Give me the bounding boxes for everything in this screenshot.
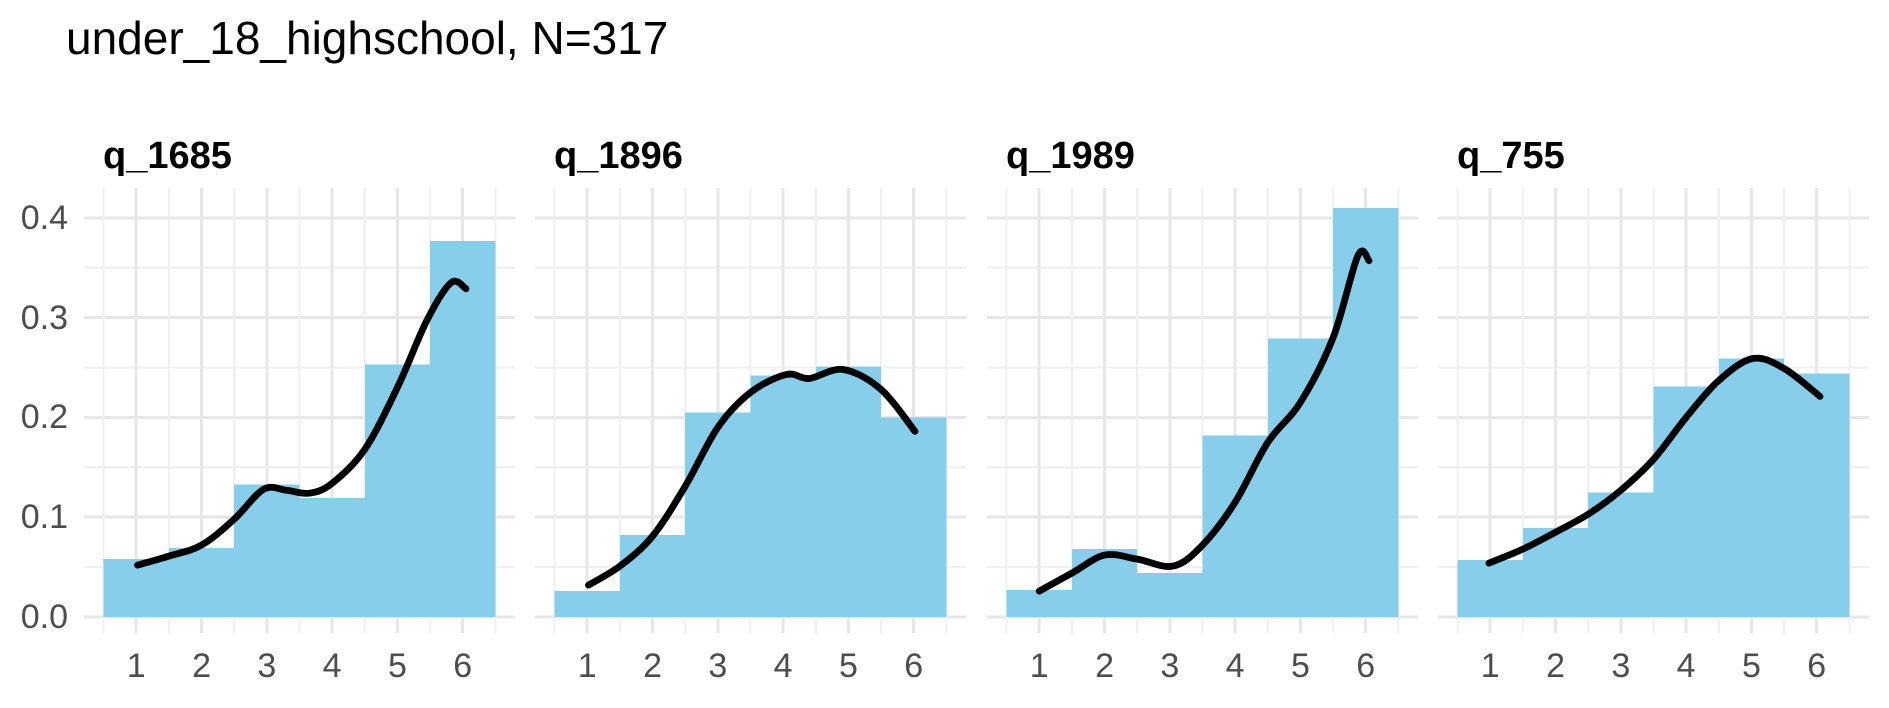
histogram-bar-2 <box>619 535 686 617</box>
x-tick-label: 6 <box>1356 647 1376 685</box>
facet-title: q_1896 <box>554 135 683 177</box>
facet-panel-q_1896: q_1896 1 2 3 4 5 6 <box>535 135 966 685</box>
facet-title: q_1685 <box>103 135 232 177</box>
x-tick-label: 4 <box>773 647 793 685</box>
histogram-bar-1 <box>554 591 620 617</box>
density-curve <box>585 365 919 589</box>
x-tick-label: 2 <box>1095 647 1114 685</box>
density-curve <box>134 277 470 569</box>
facet-plot-area <box>535 188 966 633</box>
y-axis-labels: 0.0 0.1 0.2 0.3 0.4 <box>0 0 80 708</box>
histogram-bar-5 <box>815 366 882 617</box>
x-tick-label: 2 <box>192 647 211 685</box>
histogram-bar-2 <box>1071 549 1138 617</box>
histogram-bar-5 <box>1718 358 1785 617</box>
x-tick-label: 6 <box>1807 647 1827 685</box>
histogram-bar-2 <box>168 548 235 617</box>
histogram-bar-1 <box>1457 560 1523 617</box>
x-tick-label: 5 <box>1290 647 1310 685</box>
x-tick-label: 1 <box>1480 647 1500 685</box>
x-tick-label: 4 <box>1676 647 1696 685</box>
facet-panel-q_755: q_755 1 2 3 4 5 6 <box>1438 135 1869 685</box>
x-tick-label: 4 <box>1225 647 1245 685</box>
x-tick-label: 5 <box>1741 647 1761 685</box>
histogram-bar-6 <box>430 240 496 617</box>
y-tick-label: 0.2 <box>20 398 68 437</box>
plot-svg-q_1896 <box>535 188 966 633</box>
x-tick-label: 1 <box>126 647 146 685</box>
histogram-bar-3 <box>685 412 751 617</box>
histogram-bar-6 <box>881 417 947 617</box>
density-curve <box>1035 247 1373 595</box>
histogram-bar-3 <box>1588 492 1654 617</box>
y-tick-label: 0.1 <box>20 498 68 537</box>
facet-plot-area <box>987 188 1418 633</box>
facet-panel-q_1989: q_1989 1 2 3 4 5 6 <box>987 135 1418 685</box>
x-tick-label: 1 <box>1029 647 1049 685</box>
x-tick-label: 3 <box>257 647 277 685</box>
facet-title: q_1989 <box>1006 135 1135 177</box>
density-curve <box>1485 354 1824 567</box>
y-tick-label: 0.3 <box>20 298 68 337</box>
histogram-bar-4 <box>299 498 365 617</box>
histogram-bar-6 <box>1784 373 1850 617</box>
facet-plot-area <box>84 188 515 633</box>
plot-svg-q_755 <box>1438 188 1869 633</box>
facet-title: q_755 <box>1457 135 1565 177</box>
y-tick-label: 0.0 <box>20 598 68 636</box>
x-tick-label: 1 <box>577 647 597 685</box>
histogram-bar-5 <box>364 364 431 617</box>
x-tick-label: 3 <box>708 647 728 685</box>
x-tick-label: 5 <box>838 647 858 685</box>
histogram-bar-3 <box>1137 573 1203 617</box>
x-tick-label: 3 <box>1160 647 1180 685</box>
x-tick-label: 3 <box>1611 647 1631 685</box>
x-tick-label: 2 <box>643 647 662 685</box>
facet-panel-q_1685: q_1685 1 2 3 4 5 6 <box>84 135 515 685</box>
plot-svg-q_1989 <box>987 188 1418 633</box>
histogram-bar-4 <box>750 375 816 617</box>
x-tick-label: 6 <box>904 647 924 685</box>
x-tick-label: 2 <box>1546 647 1565 685</box>
histogram-bar-1 <box>1006 590 1072 617</box>
facet-plot-area <box>1438 188 1869 633</box>
x-tick-label: 4 <box>322 647 342 685</box>
x-tick-label: 5 <box>387 647 407 685</box>
histogram-bar-5 <box>1267 338 1334 617</box>
plot-svg-q_1685 <box>84 188 515 633</box>
histogram-bar-1 <box>103 559 169 617</box>
y-tick-label: 0.4 <box>20 198 68 237</box>
x-tick-label: 6 <box>453 647 473 685</box>
histogram-bar-6 <box>1333 207 1399 617</box>
histogram-bar-4 <box>1653 386 1719 617</box>
figure-title: under_18_highschool, N=317 <box>66 12 669 64</box>
